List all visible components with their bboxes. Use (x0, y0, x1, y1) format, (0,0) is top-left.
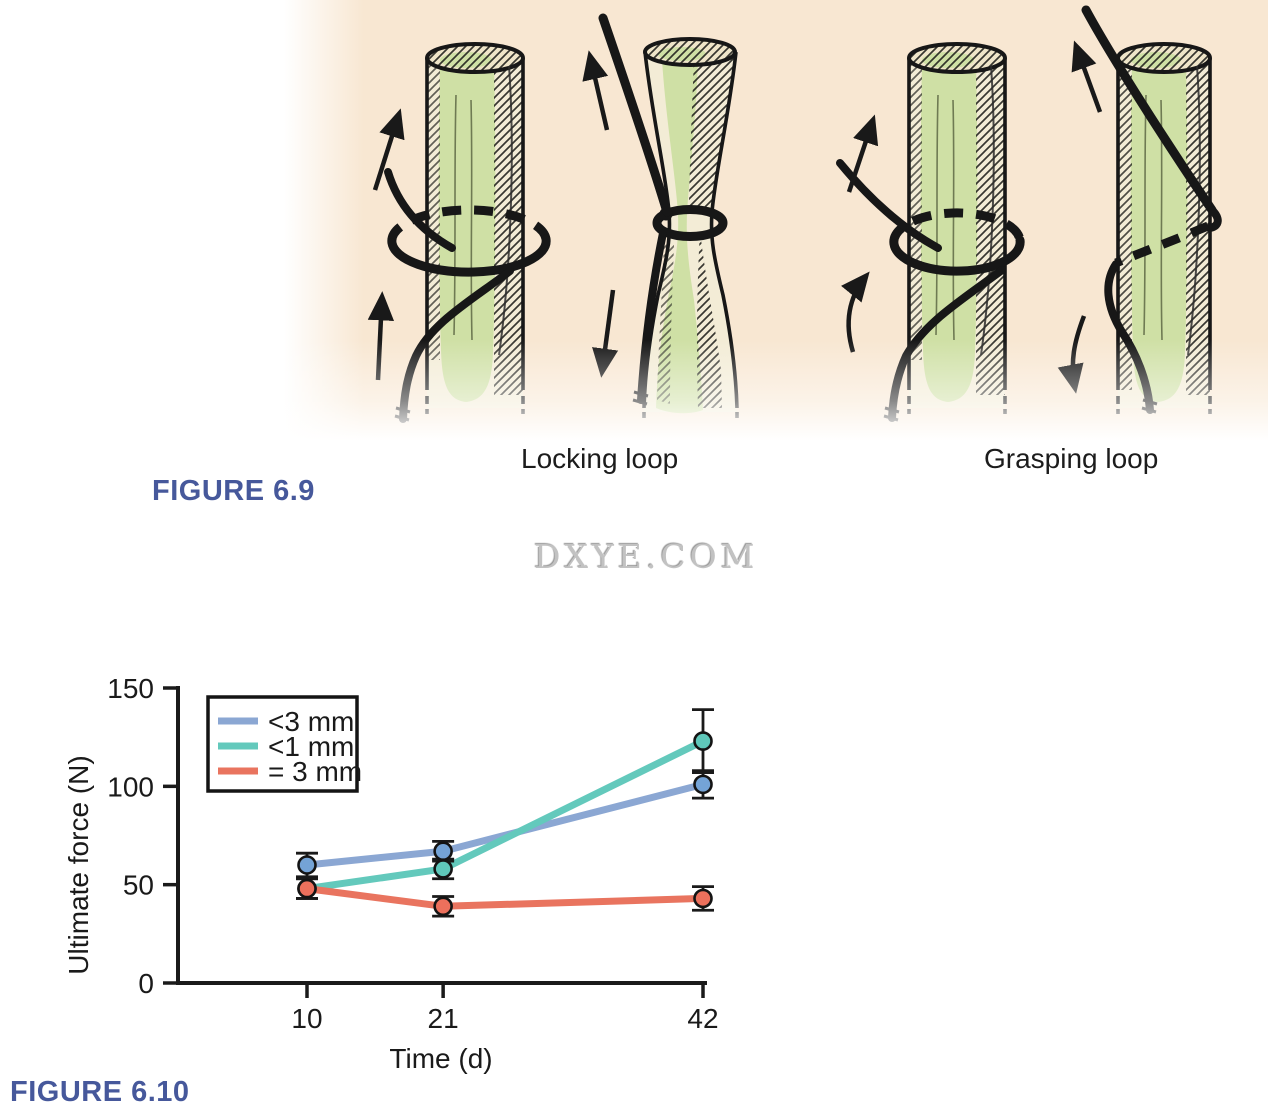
watermark: DXYE.COM (534, 537, 759, 576)
grasping-loop-tensioned-drawing (1057, 5, 1222, 414)
locking-loop-relaxed-drawing (367, 42, 551, 423)
figure-6-10-caption: FIGURE 6.10 (10, 1076, 190, 1108)
suture-loop-back (387, 205, 551, 244)
suture-loop-front (387, 234, 551, 277)
legend-label-0: <3 mm (268, 706, 354, 737)
illustration-bottom-fade (0, 340, 1268, 452)
series-line-1 (303, 737, 707, 893)
x-tick-label: 21 (428, 1003, 459, 1034)
data-point-marker-2 (693, 888, 713, 909)
series-line-0 (303, 780, 707, 869)
locking-loop-label: Locking loop (521, 443, 679, 474)
suture-thread (384, 168, 456, 252)
grasping-loop-label: Grasping loop (984, 443, 1159, 474)
legend-label-1: <1 mm (268, 731, 354, 762)
data-point-marker-1 (433, 859, 453, 879)
data-point-marker-0 (297, 855, 317, 875)
data-point-marker-2 (433, 896, 453, 917)
data-point-marker-0 (693, 774, 713, 795)
suture-loop-back (889, 208, 1025, 245)
suture-thread (836, 159, 942, 252)
data-point-marker-1 (693, 731, 713, 751)
y-tick-label: 150 (107, 673, 154, 704)
ultimate-force-chart: 0 50 100 150 10 21 42 Time (d) Ultimate force (N… (63, 673, 719, 1074)
y-tick-label: 0 (138, 968, 154, 999)
data-point-marker-2 (297, 878, 317, 899)
y-tick-label: 100 (107, 771, 154, 802)
tendon-suture-illustration (0, 0, 1268, 452)
pull-direction-arrow-icon (372, 108, 405, 191)
y-tick-label: 50 (123, 870, 154, 901)
pull-direction-arrow-icon (846, 114, 879, 193)
x-tick-label: 42 (687, 1003, 718, 1034)
figure-6-9-caption: FIGURE 6.9 (152, 475, 315, 507)
x-tick-label: 10 (291, 1003, 322, 1034)
pull-direction-arrow-icon (1071, 40, 1103, 113)
suture-loop-knot (652, 205, 728, 241)
pull-direction-arrow-icon (582, 50, 610, 131)
data-point-marker-0 (433, 841, 453, 862)
series-line-2 (303, 885, 707, 910)
y-axis-title: Ultimate force (N) (63, 755, 94, 974)
legend-label-2: = 3 mm (268, 756, 362, 787)
suture-thread (598, 13, 672, 217)
suture-thread (1081, 5, 1217, 215)
suture-loop-front (889, 235, 1025, 276)
suture-loop-back (1114, 221, 1210, 268)
x-axis-title: Time (d) (389, 1043, 492, 1074)
